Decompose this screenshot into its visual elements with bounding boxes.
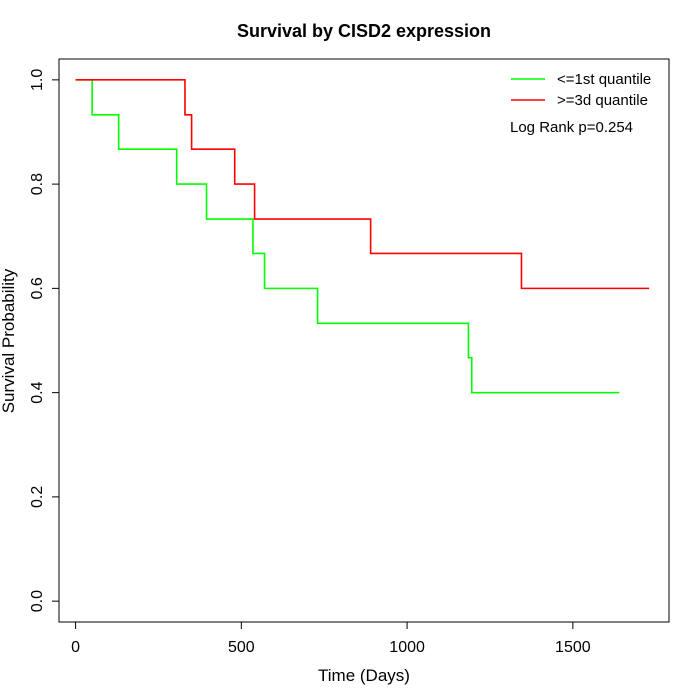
x-tick-label: 1500	[555, 639, 591, 656]
x-tick-label: 500	[228, 639, 255, 656]
y-tick-label: 0.0	[29, 590, 46, 612]
legend: <=1st quantile >=3d quantile	[511, 71, 651, 109]
survival-curve	[75, 79, 620, 394]
x-tick-label: 0	[71, 639, 80, 656]
legend-label: >=3d quantile	[557, 92, 648, 109]
y-axis-label: Survival Probability	[0, 268, 18, 413]
legend-label: <=1st quantile	[557, 71, 651, 88]
y-tick-label: 1.0	[29, 69, 46, 91]
x-axis-label: Time (Days)	[318, 666, 410, 685]
y-tick-label: 0.2	[29, 486, 46, 508]
plot-frame	[58, 58, 670, 623]
log-rank-annotation: Log Rank p=0.254	[510, 119, 633, 136]
axes: 0 500 1000 1500 0.0 0.2 0.4 0.6 0.8 1.0	[29, 69, 591, 656]
series-layer	[75, 79, 650, 394]
survival-curve	[75, 79, 650, 290]
y-tick-label: 0.8	[29, 173, 46, 195]
chart-title: Survival by CISD2 expression	[237, 21, 491, 41]
y-tick-label: 0.6	[29, 277, 46, 299]
x-tick-label: 1000	[389, 639, 425, 656]
y-tick-label: 0.4	[29, 381, 46, 403]
